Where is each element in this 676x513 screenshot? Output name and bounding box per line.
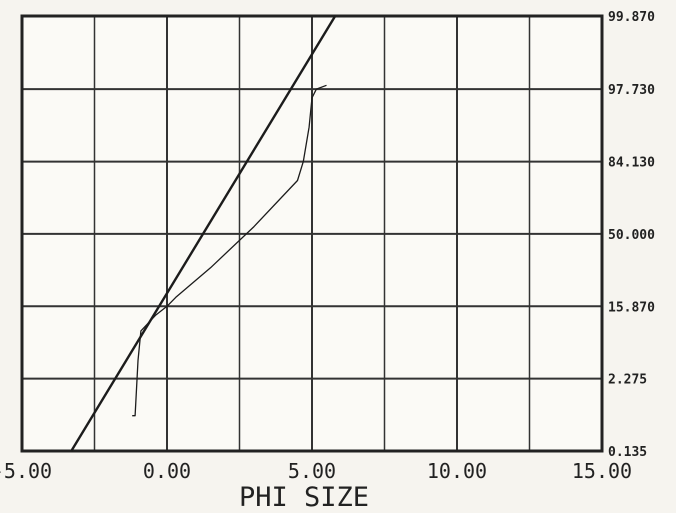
y-tick-label: 97.730 [608, 83, 655, 98]
y-tick-label: 50.000 [608, 228, 655, 243]
x-tick-labels: -5.00 0.00 5.00 10.00 15.00 [0, 459, 632, 483]
series-line-measured [132, 84, 327, 417]
grid [22, 16, 602, 451]
y-tick-label: 99.870 [608, 10, 655, 25]
plot-frame [20, 14, 604, 453]
series-line-fit [70, 15, 337, 452]
x-tick-label: 15.00 [572, 459, 632, 483]
y-tick-label: 15.870 [608, 300, 655, 315]
y-tick-labels: 99.870 97.730 84.130 50.000 15.870 2.275 0.135 [608, 10, 655, 460]
y-tick-label: 2.275 [608, 373, 647, 388]
x-tick-label: 0.00 [143, 459, 191, 483]
x-tick-label: 10.00 [427, 459, 487, 483]
y-tick-label: 0.135 [608, 445, 647, 460]
series-group [70, 15, 337, 452]
x-tick-label: 5.00 [288, 459, 336, 483]
x-axis-title: PHI SIZE [239, 482, 369, 513]
y-tick-label: 84.130 [608, 156, 655, 171]
x-tick-label: -5.00 [0, 459, 52, 483]
